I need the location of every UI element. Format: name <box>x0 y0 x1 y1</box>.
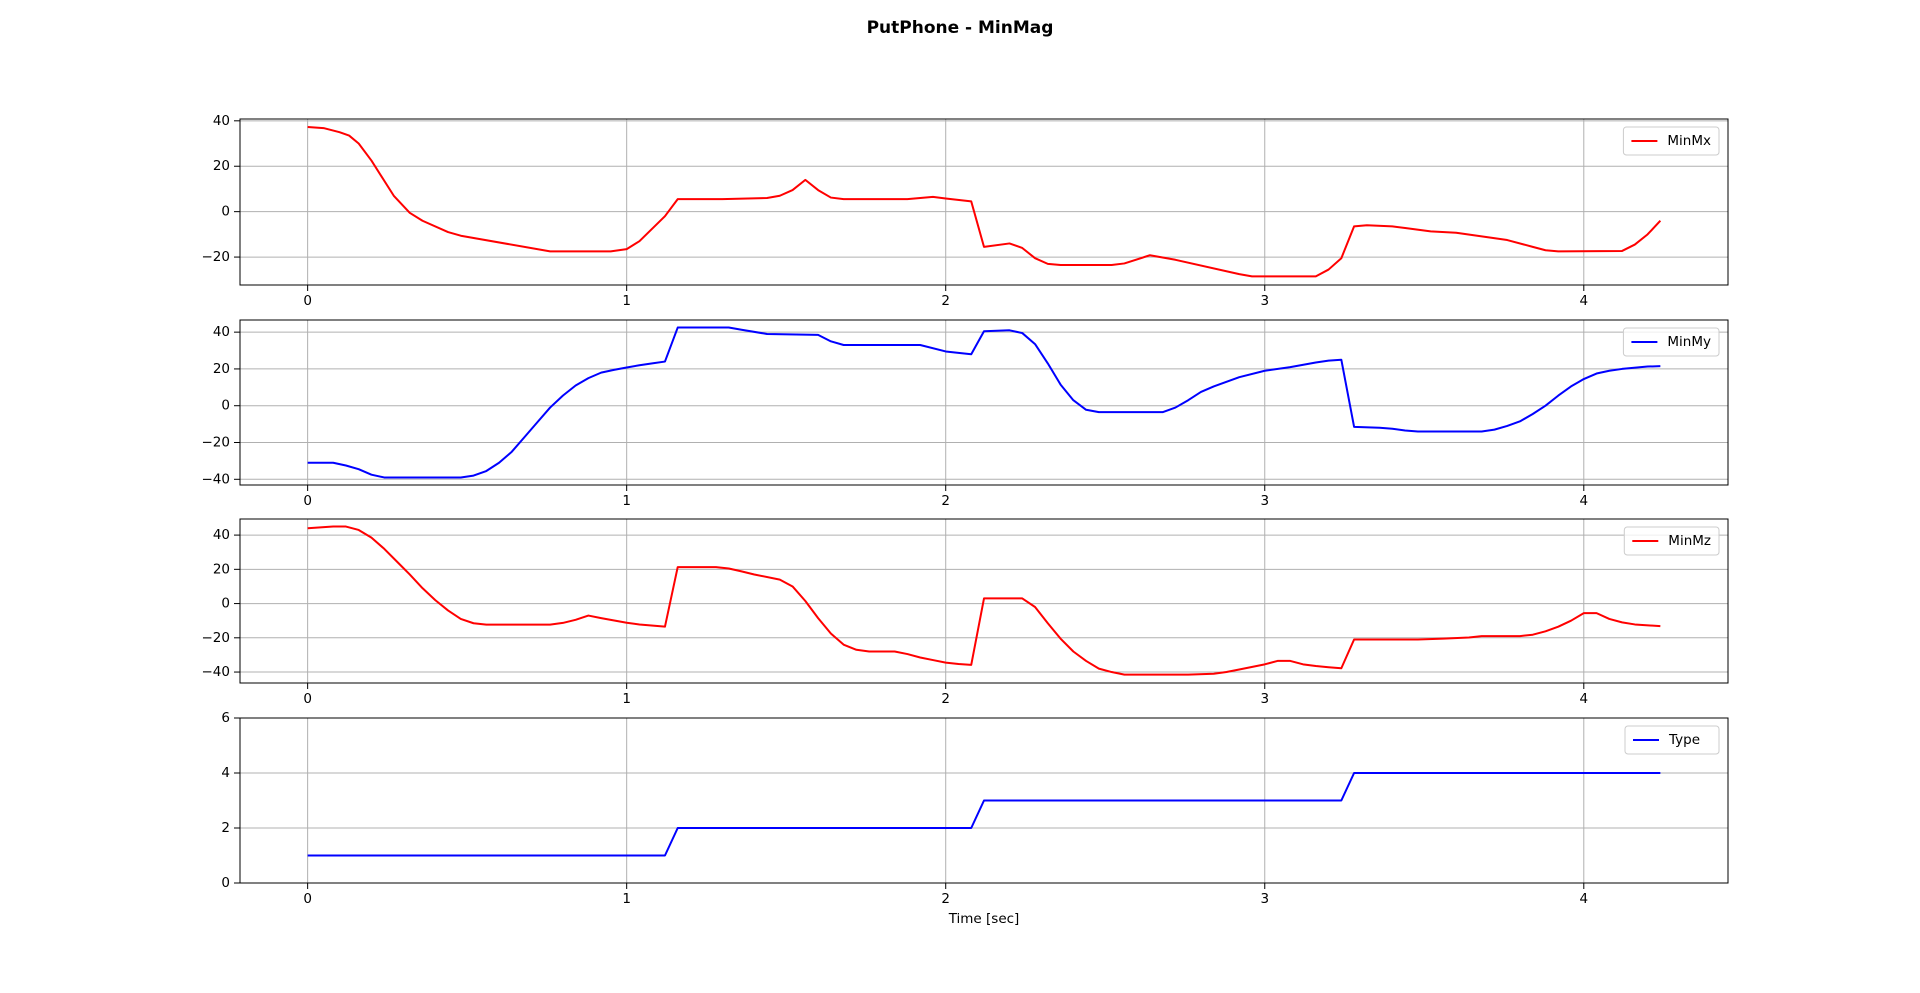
x-tick-label: 3 <box>1260 691 1269 707</box>
x-tick-label: 2 <box>941 891 950 907</box>
x-tick-label: 1 <box>622 293 631 309</box>
y-tick-label: 0 <box>221 204 230 220</box>
axes-frame <box>239 319 1729 486</box>
legend: MinMz <box>1623 526 1720 556</box>
y-tick-label: 0 <box>221 875 230 891</box>
x-tick-label: 2 <box>941 493 950 509</box>
legend-frame <box>1624 725 1720 755</box>
x-tick-label: 1 <box>622 493 631 509</box>
x-tick-label: 4 <box>1579 891 1588 907</box>
x-tick-label: 1 <box>622 691 631 707</box>
y-tick-label: −40 <box>202 664 231 680</box>
x-tick-label: 0 <box>303 293 312 309</box>
legend-frame <box>1622 327 1720 357</box>
y-tick-label: 40 <box>213 113 230 129</box>
y-tick-label: 20 <box>213 361 230 377</box>
axes-frame <box>239 518 1729 684</box>
y-tick-label: −20 <box>202 249 231 265</box>
axes-frame <box>239 118 1729 286</box>
legend-label: MinMx <box>1667 133 1711 149</box>
data-line <box>307 772 1661 857</box>
legend: MinMy <box>1622 327 1720 357</box>
x-axis-label: Time [sec] <box>948 911 1020 927</box>
legend-frame <box>1623 526 1720 556</box>
data-line <box>307 326 1661 479</box>
y-tick-label: −40 <box>202 471 231 487</box>
legend-label: Type <box>1668 732 1700 748</box>
axes-frame <box>239 717 1729 884</box>
y-tick-label: 20 <box>213 158 230 174</box>
x-tick-label: 2 <box>941 293 950 309</box>
x-tick-label: 4 <box>1579 293 1588 309</box>
x-tick-label: 4 <box>1579 691 1588 707</box>
x-tick-label: 3 <box>1260 293 1269 309</box>
x-tick-label: 0 <box>303 891 312 907</box>
y-tick-label: 40 <box>213 324 230 340</box>
legend-frame <box>1622 126 1720 156</box>
y-tick-label: 0 <box>221 596 230 612</box>
y-tick-label: −20 <box>202 630 231 646</box>
y-tick-label: 2 <box>221 820 230 836</box>
legend: MinMx <box>1622 126 1720 156</box>
x-tick-label: 3 <box>1260 493 1269 509</box>
x-tick-label: 4 <box>1579 493 1588 509</box>
y-tick-label: 0 <box>221 398 230 414</box>
x-tick-label: 1 <box>622 891 631 907</box>
figure-title: PutPhone - MinMag <box>867 18 1054 38</box>
legend: Type <box>1624 725 1720 755</box>
y-tick-label: 4 <box>221 765 230 781</box>
data-line <box>307 525 1661 676</box>
y-tick-label: 6 <box>221 710 230 726</box>
y-tick-label: 20 <box>213 561 230 577</box>
legend-label: MinMz <box>1668 533 1711 549</box>
y-tick-label: −20 <box>202 435 231 451</box>
data-line <box>307 125 1662 278</box>
x-tick-label: 0 <box>303 691 312 707</box>
x-tick-label: 3 <box>1260 891 1269 907</box>
legend-label: MinMy <box>1667 334 1711 350</box>
y-tick-label: 40 <box>213 527 230 543</box>
x-tick-label: 2 <box>941 691 950 707</box>
x-tick-label: 0 <box>303 493 312 509</box>
